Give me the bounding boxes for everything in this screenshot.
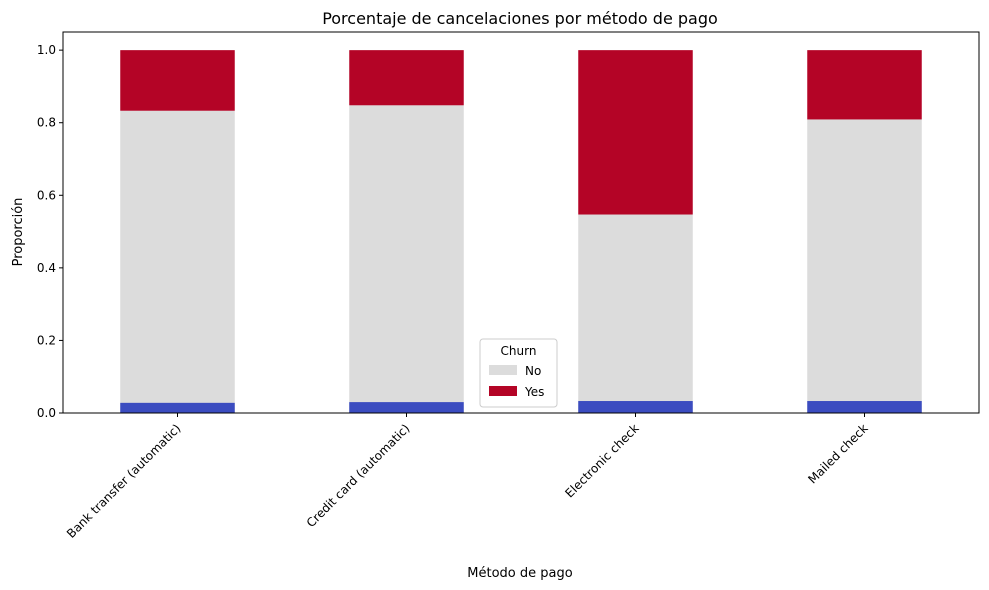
bar-base-segment-1 (120, 402, 235, 413)
x-tick-label-2: Credit card (automatic) (304, 421, 413, 530)
y-tick-label-6: 1.0 (37, 43, 56, 57)
y-tick-label-2: 0.2 (37, 333, 56, 347)
bar-yes-4 (807, 50, 922, 120)
bars-layer (120, 50, 922, 414)
bar-base-segment-4 (807, 401, 922, 413)
y-axis-label: Proporción (11, 198, 26, 267)
legend-title: Churn (501, 344, 537, 358)
y-tick-label-4: 0.6 (37, 188, 56, 202)
bar-base-segment-2 (349, 402, 464, 413)
legend-swatch-no (489, 365, 517, 375)
y-tick-label-1: 0.0 (37, 406, 56, 420)
bar-no-3 (578, 214, 693, 413)
legend-label-yes: Yes (524, 385, 544, 399)
legend-swatch-yes (489, 386, 517, 396)
legend: Churn No Yes (479, 338, 558, 408)
bar-no-2 (349, 105, 464, 413)
x-tick-label-3: Electronic check (562, 421, 641, 500)
bar-yes-1 (120, 50, 235, 111)
chart-title: Porcentaje de cancelaciones por método d… (322, 9, 718, 28)
x-tick-label-4: Mailed check (805, 421, 870, 486)
bar-yes-3 (578, 50, 693, 215)
legend-label-no: No (525, 364, 541, 378)
bar-no-4 (807, 119, 922, 413)
bar-yes-2 (349, 50, 464, 106)
x-tick-label-1: Bank transfer (automatic) (64, 421, 184, 541)
y-tick-label-5: 0.8 (37, 116, 56, 130)
x-axis-label: Método de pago (467, 566, 572, 581)
bar-no-1 (120, 110, 235, 414)
y-tick-label-3: 0.4 (37, 261, 56, 275)
plot-frame (62, 31, 980, 414)
bar-base-segment-3 (578, 401, 693, 413)
